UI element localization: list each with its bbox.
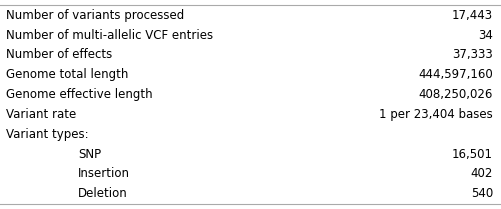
- Text: 408,250,026: 408,250,026: [418, 88, 492, 101]
- Text: 37,333: 37,333: [451, 48, 492, 61]
- Text: 16,501: 16,501: [451, 148, 492, 161]
- Text: 444,597,160: 444,597,160: [417, 68, 492, 81]
- Text: Genome effective length: Genome effective length: [6, 88, 152, 101]
- Text: Variant types:: Variant types:: [6, 128, 89, 141]
- Text: Number of multi-allelic VCF entries: Number of multi-allelic VCF entries: [6, 28, 213, 42]
- Text: Number of variants processed: Number of variants processed: [6, 9, 184, 22]
- Text: 540: 540: [470, 187, 492, 200]
- Text: 1 per 23,404 bases: 1 per 23,404 bases: [378, 108, 492, 121]
- Text: Variant rate: Variant rate: [6, 108, 76, 121]
- Text: 402: 402: [469, 167, 492, 181]
- Text: 17,443: 17,443: [451, 9, 492, 22]
- Text: SNP: SNP: [78, 148, 101, 161]
- Text: Number of effects: Number of effects: [6, 48, 112, 61]
- Text: Insertion: Insertion: [78, 167, 130, 181]
- Text: 34: 34: [477, 28, 492, 42]
- Text: Deletion: Deletion: [78, 187, 127, 200]
- Text: Genome total length: Genome total length: [6, 68, 128, 81]
